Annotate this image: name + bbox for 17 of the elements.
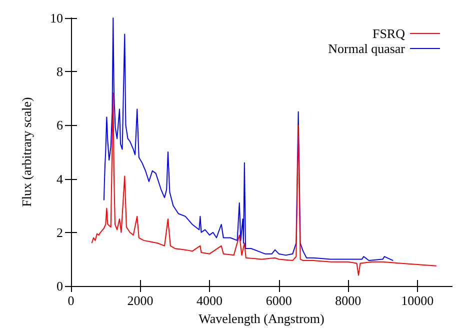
y-tick-label: 10	[50, 10, 63, 26]
x-tick-label: 10000	[401, 293, 434, 308]
legend-label: Normal quasar	[328, 41, 406, 56]
x-tick-label: 4000	[196, 293, 223, 308]
y-tick-label: 2	[56, 224, 63, 240]
x-tick-label: 0	[68, 293, 74, 308]
y-tick-label: 0	[56, 278, 63, 294]
x-tick-label: 8000	[335, 293, 362, 308]
y-axis-title: Flux (arbitrary scale)	[19, 97, 34, 207]
x-axis-title: Wavelength (Angstrom)	[198, 310, 324, 326]
y-tick-label: 4	[56, 171, 64, 186]
x-tick-label: 2000	[127, 293, 154, 308]
y-tick-label: 8	[56, 64, 63, 80]
y-tick-label: 6	[56, 118, 64, 133]
x-tick-label: 6000	[266, 293, 292, 308]
legend-label: FSRQ	[372, 26, 406, 41]
line-series	[91, 92, 437, 276]
